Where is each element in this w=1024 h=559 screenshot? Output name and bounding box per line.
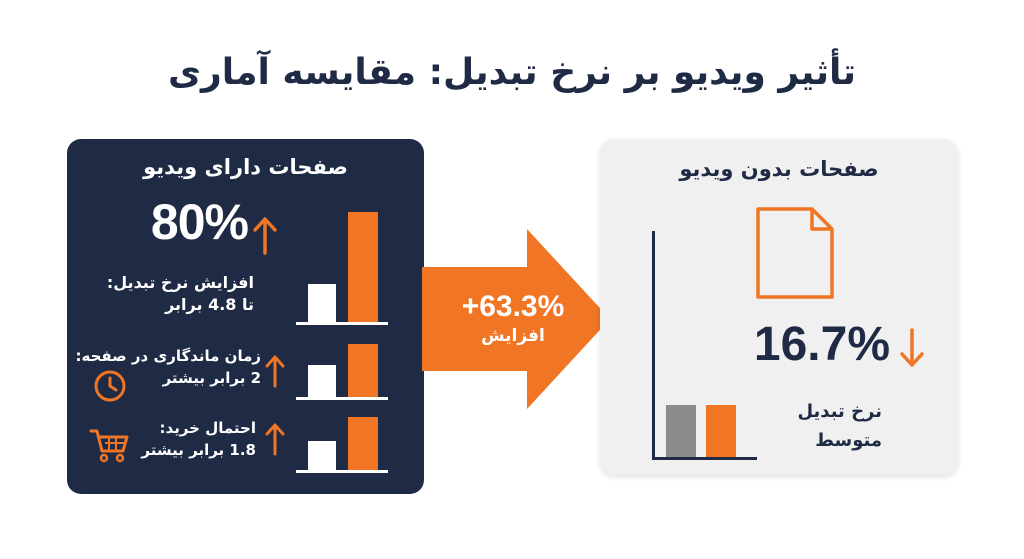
average-conversion-label: نرخ تبدیل متوسط bbox=[797, 397, 882, 455]
stat-purchase-value: 1.8 برابر بیشتر bbox=[141, 441, 256, 459]
bar-without-video bbox=[308, 284, 336, 322]
stat-purchase-label: احتمال خرید: bbox=[159, 419, 256, 437]
without-video-percentage: 16.7% bbox=[753, 318, 890, 371]
chart-axis-x bbox=[652, 457, 757, 460]
page-title: تأثیر ویدیو بر نرخ تبدیل: مقایسه آماری bbox=[167, 52, 856, 93]
stat-conversion-label: افزایش نرخ تبدیل: bbox=[106, 273, 254, 292]
with-video-panel: صفحات دارای ویدیو 80% افزایش نرخ تبدیل: … bbox=[67, 139, 424, 494]
down-arrow-icon bbox=[900, 328, 924, 367]
bar-with-video bbox=[348, 212, 378, 322]
average-label-line2: متوسط bbox=[815, 430, 882, 451]
without-video-heading: صفحات بدون ویدیو bbox=[679, 157, 879, 181]
clock-icon bbox=[94, 370, 126, 402]
document-icon bbox=[756, 207, 834, 299]
bar-with-video bbox=[348, 417, 378, 470]
chart-axis-y bbox=[652, 231, 655, 459]
chart-baseline bbox=[296, 470, 388, 473]
stat-purchase: احتمال خرید: 1.8 برابر بیشتر bbox=[141, 417, 256, 461]
stat-time-label: زمان ماندگاری در صفحه: bbox=[75, 347, 261, 365]
with-video-heading: صفحات دارای ویدیو bbox=[143, 155, 348, 179]
stat-conversion-value: تا 4.8 برابر bbox=[165, 295, 254, 314]
up-arrow-icon bbox=[253, 217, 277, 255]
bar-grey bbox=[666, 405, 696, 457]
bar-without-video bbox=[308, 365, 336, 397]
up-arrow-icon bbox=[265, 355, 285, 388]
up-arrow-icon bbox=[265, 423, 285, 456]
increase-value: +63.3% bbox=[461, 290, 565, 323]
bar-without-video bbox=[308, 441, 336, 470]
headline-percentage: 80% bbox=[150, 194, 249, 250]
average-label-line1: نرخ تبدیل bbox=[797, 401, 882, 422]
shopping-cart-icon bbox=[89, 429, 129, 463]
bar-with-video bbox=[348, 344, 378, 397]
increase-arrow bbox=[422, 229, 610, 409]
bar-orange bbox=[706, 405, 736, 457]
increase-label: افزایش bbox=[481, 326, 545, 346]
without-video-panel: صفحات بدون ویدیو 16.7% نرخ تبدیل متوسط bbox=[600, 139, 958, 475]
stat-conversion: افزایش نرخ تبدیل: تا 4.8 برابر bbox=[107, 272, 254, 316]
chart-baseline bbox=[296, 397, 388, 400]
stat-time-value: 2 برابر بیشتر bbox=[162, 369, 261, 387]
chart-baseline bbox=[296, 322, 388, 325]
stat-time-on-page: زمان ماندگاری در صفحه: 2 برابر بیشتر bbox=[75, 345, 261, 389]
increase-callout: +63.3% افزایش bbox=[438, 290, 588, 346]
